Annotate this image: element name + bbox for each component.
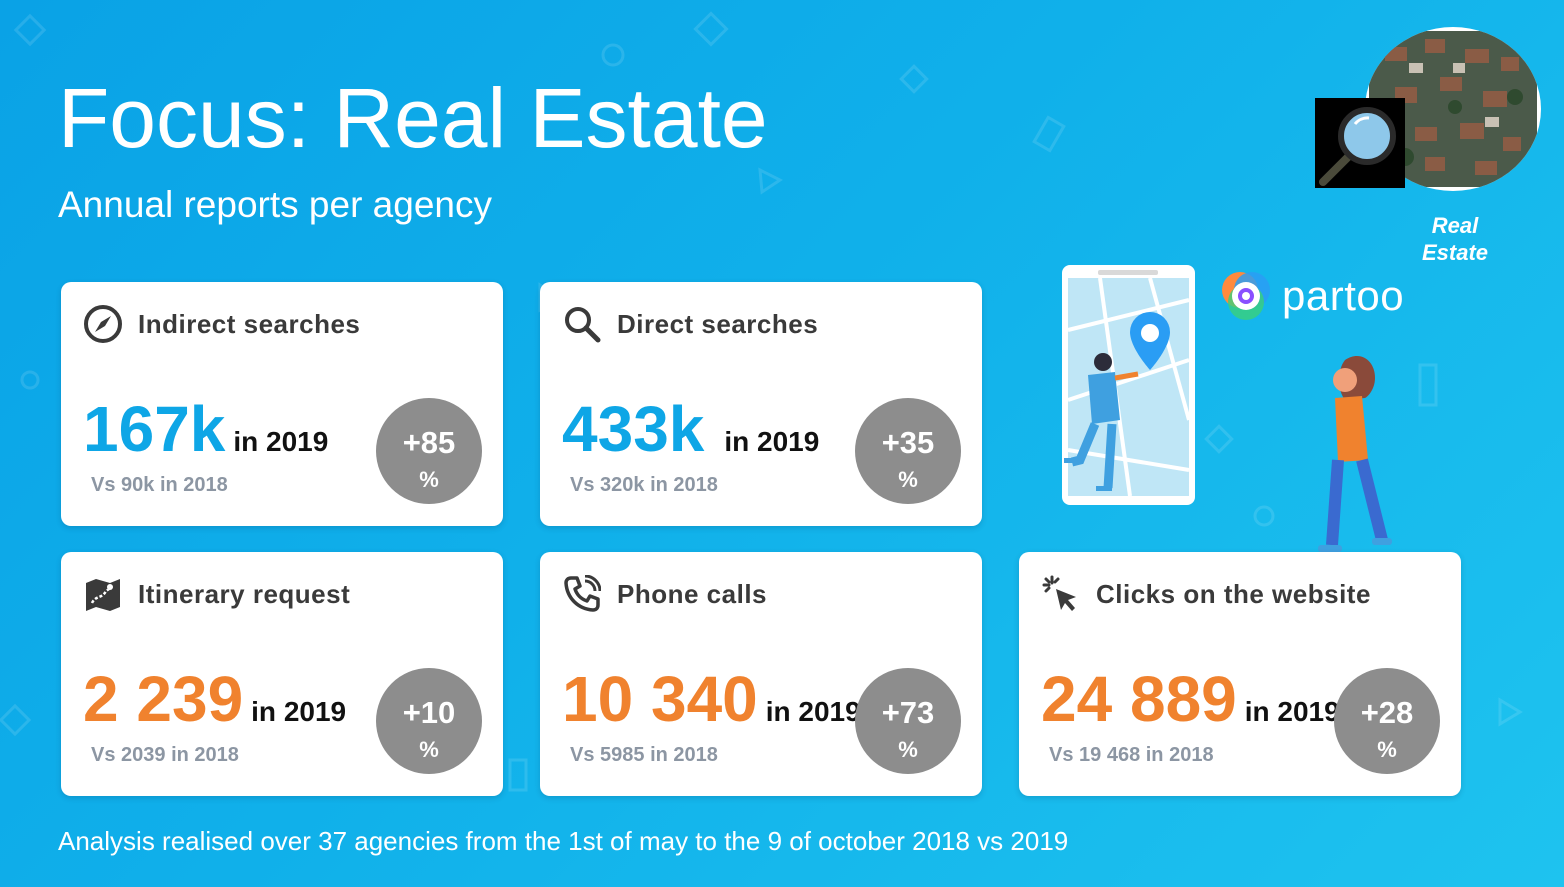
stat-card-direct-searches: Direct searches 433k in 2019 Vs 320k in … xyxy=(540,282,982,526)
map-icon xyxy=(83,574,123,614)
growth-badge: +35 % xyxy=(855,398,961,504)
stat-card-indirect-searches: Indirect searches 167k in 2019 Vs 90k in… xyxy=(61,282,503,526)
growth-badge: +10 % xyxy=(376,668,482,774)
year-label: in 2019 xyxy=(233,426,329,457)
growth-unit: % xyxy=(419,737,439,762)
value-2019: 2 239 xyxy=(83,663,244,735)
growth-unit: % xyxy=(898,737,918,762)
cursor-click-icon xyxy=(1041,574,1081,614)
year-label: in 2019 xyxy=(1244,696,1340,727)
stat-card-website-clicks: Clicks on the website 24 889 in 2019 Vs … xyxy=(1019,552,1461,796)
card-label: Itinerary request xyxy=(138,578,351,609)
stat-card-itinerary-request: Itinerary request 2 239 in 2019 Vs 2039 … xyxy=(61,552,503,796)
card-label: Clicks on the website xyxy=(1096,578,1371,609)
card-label: Phone calls xyxy=(617,578,767,609)
page-subtitle: Annual reports per agency xyxy=(58,184,492,225)
page-title: Focus: Real Estate xyxy=(58,71,768,165)
growth-unit: % xyxy=(898,467,918,492)
growth-value: +73 xyxy=(881,695,935,730)
search-icon xyxy=(562,304,602,344)
value-2018: Vs 5985 in 2018 xyxy=(570,744,718,766)
value-2019: 24 889 xyxy=(1041,663,1237,735)
value-2018: Vs 320k in 2018 xyxy=(570,474,718,496)
growth-badge: +28 % xyxy=(1334,668,1440,774)
stat-card-phone-calls: Phone calls 10 340 in 2019 Vs 5985 in 20… xyxy=(540,552,982,796)
card-label: Indirect searches xyxy=(138,308,361,339)
growth-value: +85 xyxy=(402,425,456,460)
value-2018: Vs 2039 in 2018 xyxy=(91,744,239,766)
real-estate-caption: Real Estate xyxy=(1421,213,1489,265)
value-2019: 433k xyxy=(562,393,705,465)
growth-unit: % xyxy=(1377,737,1397,762)
growth-value: +10 xyxy=(402,695,456,730)
partoo-logo: partoo xyxy=(1218,268,1404,324)
value-2019: 10 340 xyxy=(562,663,758,735)
partoo-logo-icon xyxy=(1222,272,1270,320)
value-2019: 167k xyxy=(83,393,226,465)
magnifier-icon xyxy=(1315,98,1405,188)
value-2018: Vs 19 468 in 2018 xyxy=(1049,744,1214,766)
value-2018: Vs 90k in 2018 xyxy=(91,474,228,496)
growth-badge: +73 % xyxy=(855,668,961,774)
year-label: in 2019 xyxy=(765,696,861,727)
footer-note: Analysis realised over 37 agencies from … xyxy=(58,826,1069,856)
growth-unit: % xyxy=(419,467,439,492)
growth-badge: +85 % xyxy=(376,398,482,504)
compass-icon xyxy=(83,304,123,344)
phone-icon xyxy=(562,574,602,614)
brand-name: partoo xyxy=(1282,272,1405,319)
card-label: Direct searches xyxy=(617,308,819,339)
year-label: in 2019 xyxy=(251,696,347,727)
growth-value: +28 xyxy=(1360,695,1414,730)
growth-value: +35 xyxy=(881,425,935,460)
year-label: in 2019 xyxy=(724,426,820,457)
